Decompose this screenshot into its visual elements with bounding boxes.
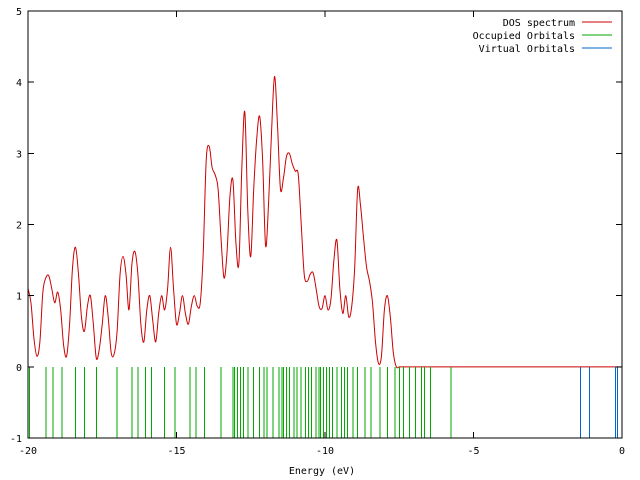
y-tick-label: 5 [16,7,22,18]
legend-label: DOS spectrum [503,18,575,29]
x-tick-label: -20 [19,446,37,457]
y-tick-label: 1 [16,292,22,303]
series-layer [27,75,622,438]
x-tick-label: -15 [167,446,185,457]
y-tick-label: 4 [16,78,22,89]
dos-spectrum-line [27,75,622,369]
legend-label: Occupied Orbitals [473,31,575,42]
legend: DOS spectrum Occupied Orbitals Virtual Orb… [473,18,612,55]
x-axis-label: Energy (eV) [289,466,355,477]
y-tick-label: 0 [16,363,22,374]
x-tick-label: 0 [619,446,625,457]
legend-label: Virtual Orbitals [479,44,575,55]
y-tick-label: -1 [10,434,22,445]
x-tick-label: -5 [467,446,479,457]
y-tick-label: 3 [16,149,22,160]
x-tick-label: -10 [316,446,334,457]
y-tick-label: 2 [16,221,22,232]
